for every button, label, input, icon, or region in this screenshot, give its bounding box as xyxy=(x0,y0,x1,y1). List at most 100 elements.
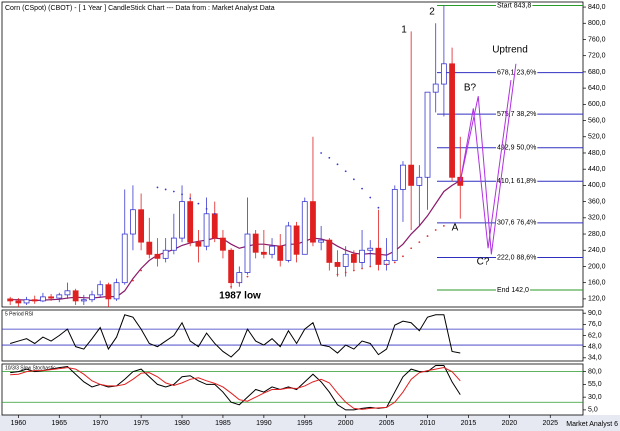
sar-dot xyxy=(246,275,249,278)
sar-dot xyxy=(213,212,216,215)
annotation: 2 xyxy=(429,7,435,18)
sar-dot xyxy=(442,225,445,227)
candle-body xyxy=(277,245,284,261)
sar-dot xyxy=(336,163,339,166)
sar-dot xyxy=(434,229,437,231)
candle-body xyxy=(375,247,382,265)
candle-body xyxy=(56,294,63,299)
annotation: Uptrend xyxy=(492,45,528,56)
candle-body xyxy=(432,83,439,93)
y-tick-label: 840,0 xyxy=(588,4,606,11)
y-tick-label: 400,0 xyxy=(588,182,606,189)
label-bg xyxy=(496,219,538,227)
candle-body xyxy=(285,225,292,261)
sar-dot xyxy=(352,269,355,272)
candle-body xyxy=(187,201,194,243)
y-tick-label: 120,0 xyxy=(588,296,606,303)
y-tick-label: 30,0 xyxy=(588,394,602,401)
footer: Market Analyst 6 xyxy=(566,421,618,428)
candle-body xyxy=(260,251,267,255)
sar-dot xyxy=(164,188,167,191)
label-bg xyxy=(496,286,531,294)
x-tick-label: 2025 xyxy=(542,420,558,427)
candle-body xyxy=(220,237,226,251)
y-tick-label: 160,0 xyxy=(588,280,606,287)
sar-dot xyxy=(402,255,404,258)
candle-body xyxy=(293,225,300,255)
sar-dot xyxy=(132,279,134,282)
candle-body xyxy=(301,201,308,255)
y-tick-label: 560,0 xyxy=(588,117,606,124)
x-tick-label: 1990 xyxy=(256,420,272,427)
indicator-line xyxy=(10,367,461,410)
y-tick-label: 360,0 xyxy=(588,198,606,205)
label-bg xyxy=(496,254,538,262)
sar-dot xyxy=(352,178,355,181)
label-bg xyxy=(496,111,538,119)
candle-body xyxy=(211,213,218,239)
y-tick-label: 520,0 xyxy=(588,134,606,141)
candle-body xyxy=(138,209,145,243)
sar-dot xyxy=(369,196,372,199)
y-tick-label: 600,0 xyxy=(588,101,606,108)
candle-body xyxy=(121,233,128,284)
candle-body xyxy=(391,189,398,261)
annotation: 1 xyxy=(401,25,407,36)
y-tick-label: 55,0 xyxy=(588,381,602,388)
y-tick-label: 34,0 xyxy=(588,355,602,362)
candle-body xyxy=(195,241,202,247)
sar-dot xyxy=(344,170,347,173)
candle-body xyxy=(80,299,87,302)
indicator-line xyxy=(10,314,461,358)
y-tick-label: 480,0 xyxy=(588,150,606,157)
x-tick-label: 1985 xyxy=(215,420,231,427)
sar-dot xyxy=(344,271,347,274)
candle-body xyxy=(236,272,243,284)
candle-body xyxy=(326,239,333,263)
label-bg xyxy=(496,178,538,186)
sar-dot xyxy=(369,265,372,268)
stochastic-panel xyxy=(1,363,584,416)
moving-average xyxy=(10,180,461,302)
fib-level-label: 492,9 50,0% xyxy=(497,145,536,152)
sar-dot xyxy=(320,152,323,154)
candle-body xyxy=(310,201,316,243)
sar-dot xyxy=(385,263,388,266)
sar-dot xyxy=(140,269,143,272)
y-tick-label: 800,0 xyxy=(588,20,606,27)
x-tick-label: 2010 xyxy=(420,420,436,427)
candle-body xyxy=(408,164,415,186)
y-tick-label: 62,0 xyxy=(588,332,602,339)
projection xyxy=(459,63,517,255)
x-tick-label: 1965 xyxy=(51,420,67,427)
candle-body xyxy=(162,249,169,259)
y-tick-label: 76,0 xyxy=(588,321,602,328)
candle-body xyxy=(48,296,54,299)
projection xyxy=(459,79,512,249)
y-tick-label: 200,0 xyxy=(588,263,606,270)
sar-dot xyxy=(238,281,241,284)
y-tick-label: 80,0 xyxy=(588,368,602,375)
candle-body xyxy=(400,164,406,190)
candle-body xyxy=(203,213,210,247)
sar-dot xyxy=(328,156,331,159)
fib-level-label: 678,1 23,6% xyxy=(497,70,536,77)
sar-dot xyxy=(361,267,363,270)
y-tick-label: 760,0 xyxy=(588,36,606,43)
candle-body xyxy=(105,284,112,300)
x-tick-label: 1970 xyxy=(92,420,108,427)
candle-body xyxy=(359,249,365,263)
y-tick-label: 640,0 xyxy=(588,85,606,92)
candle-body xyxy=(367,247,374,251)
sar-dot xyxy=(230,285,233,288)
sar-dot xyxy=(156,186,159,189)
x-tick-label: 1995 xyxy=(297,420,313,427)
label-bg xyxy=(496,144,538,152)
candle-body xyxy=(342,253,349,267)
candle-body xyxy=(318,239,325,243)
candle-body xyxy=(97,284,104,296)
x-tick-label: 2015 xyxy=(461,420,477,427)
fib-level-label: 222,0 88,6% xyxy=(497,254,536,261)
